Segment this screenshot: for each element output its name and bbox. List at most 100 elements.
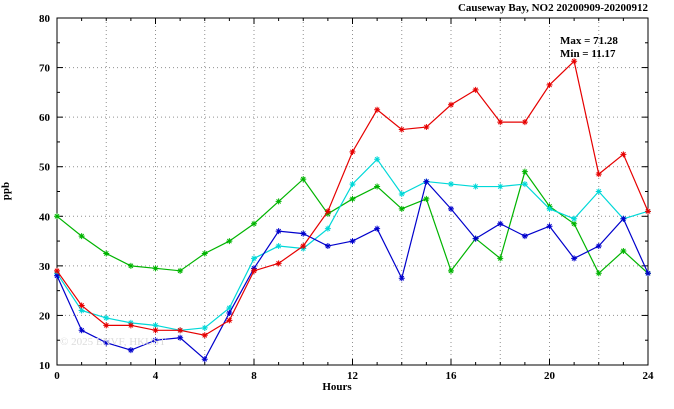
data-point-marker xyxy=(201,250,208,257)
max-value-label: Max = 71.28 xyxy=(560,35,618,47)
data-point-marker xyxy=(571,215,578,222)
data-point-marker xyxy=(398,275,405,282)
data-point-marker xyxy=(645,270,651,277)
data-point-marker xyxy=(78,302,85,309)
data-point-marker xyxy=(300,176,307,183)
data-point-marker xyxy=(103,322,110,329)
data-point-marker xyxy=(251,255,257,262)
x-tick-label: 0 xyxy=(54,370,60,382)
data-point-marker xyxy=(324,225,331,232)
y-tick-label: 80 xyxy=(39,13,51,25)
data-point-marker xyxy=(201,332,208,339)
data-point-marker xyxy=(78,307,85,314)
data-point-marker xyxy=(177,334,184,341)
data-point-marker xyxy=(546,205,553,212)
data-point-marker xyxy=(472,183,479,190)
data-point-marker xyxy=(472,86,479,93)
data-point-marker xyxy=(152,322,159,329)
x-tick-label: 24 xyxy=(643,370,655,382)
data-point-marker xyxy=(423,124,430,131)
data-point-marker xyxy=(324,208,331,215)
data-point-marker xyxy=(300,230,307,237)
data-point-marker xyxy=(497,119,504,126)
data-point-marker xyxy=(324,243,331,250)
data-point-marker xyxy=(103,250,110,257)
data-point-marker xyxy=(645,208,651,215)
data-point-marker xyxy=(423,195,430,202)
data-point-marker xyxy=(226,304,233,311)
min-value-label: Min = 11.17 xyxy=(560,48,616,60)
data-point-marker xyxy=(374,225,381,232)
watermark: © 2025 ENVF, HKUST xyxy=(60,336,166,348)
chart-title: Causeway Bay, NO2 20200909-20200912 xyxy=(457,2,648,14)
data-point-marker xyxy=(177,327,184,334)
data-point-marker xyxy=(275,228,282,235)
data-point-marker xyxy=(54,267,60,274)
data-point-marker xyxy=(300,243,307,250)
data-point-marker xyxy=(398,205,405,212)
data-point-marker xyxy=(448,181,454,188)
y-axis-label: ppb xyxy=(0,181,12,201)
data-point-marker xyxy=(620,215,627,222)
data-point-marker xyxy=(595,171,602,178)
data-point-marker xyxy=(374,183,381,190)
y-tick-label: 30 xyxy=(39,261,51,273)
data-point-marker xyxy=(521,119,528,126)
data-point-marker xyxy=(521,181,528,188)
data-point-marker xyxy=(152,265,159,272)
data-point-marker xyxy=(349,238,356,245)
data-point-marker xyxy=(595,188,602,195)
data-point-marker xyxy=(349,195,356,202)
data-point-marker xyxy=(448,267,454,274)
x-tick-label: 4 xyxy=(153,370,159,382)
data-point-marker xyxy=(251,220,257,227)
x-axis-label: Hours xyxy=(322,381,352,393)
data-point-marker xyxy=(595,270,602,277)
data-point-marker xyxy=(251,267,257,274)
data-point-marker xyxy=(620,247,627,254)
data-point-marker xyxy=(448,205,454,212)
data-point-marker xyxy=(571,220,578,227)
data-point-marker xyxy=(275,260,282,267)
red-series-markers xyxy=(54,58,651,339)
y-tick-label: 60 xyxy=(39,112,51,124)
data-point-marker xyxy=(349,148,356,155)
data-point-marker xyxy=(374,156,381,163)
data-point-marker xyxy=(78,327,85,334)
data-point-marker xyxy=(349,181,356,188)
data-point-marker xyxy=(398,190,405,197)
x-tick-label: 12 xyxy=(347,370,359,382)
data-point-marker xyxy=(620,151,627,158)
data-point-marker xyxy=(595,243,602,250)
data-point-marker xyxy=(152,337,159,344)
data-point-marker xyxy=(546,223,553,230)
x-tick-label: 20 xyxy=(544,370,556,382)
y-tick-label: 40 xyxy=(39,211,51,223)
data-point-marker xyxy=(275,243,282,250)
data-point-marker xyxy=(226,317,233,324)
data-point-marker xyxy=(571,255,578,262)
data-point-marker xyxy=(152,327,159,334)
x-tick-label: 16 xyxy=(446,370,458,382)
data-point-marker xyxy=(423,178,430,185)
data-point-marker xyxy=(127,322,134,329)
data-point-marker xyxy=(127,262,134,269)
data-point-marker xyxy=(497,255,504,262)
y-tick-label: 50 xyxy=(39,162,51,174)
data-point-marker xyxy=(546,81,553,88)
data-point-marker xyxy=(571,58,578,65)
data-point-marker xyxy=(374,106,381,113)
data-point-marker xyxy=(78,233,85,240)
y-tick-label: 70 xyxy=(39,63,51,75)
data-point-marker xyxy=(521,233,528,240)
data-point-marker xyxy=(448,101,454,108)
data-point-marker xyxy=(521,168,528,175)
data-point-marker xyxy=(201,356,208,363)
data-point-marker xyxy=(201,324,208,331)
plot-border xyxy=(56,17,649,366)
data-point-marker xyxy=(497,220,504,227)
data-point-marker xyxy=(497,183,504,190)
max-min-annotation: Max = 71.28 Min = 11.17 xyxy=(560,35,618,61)
